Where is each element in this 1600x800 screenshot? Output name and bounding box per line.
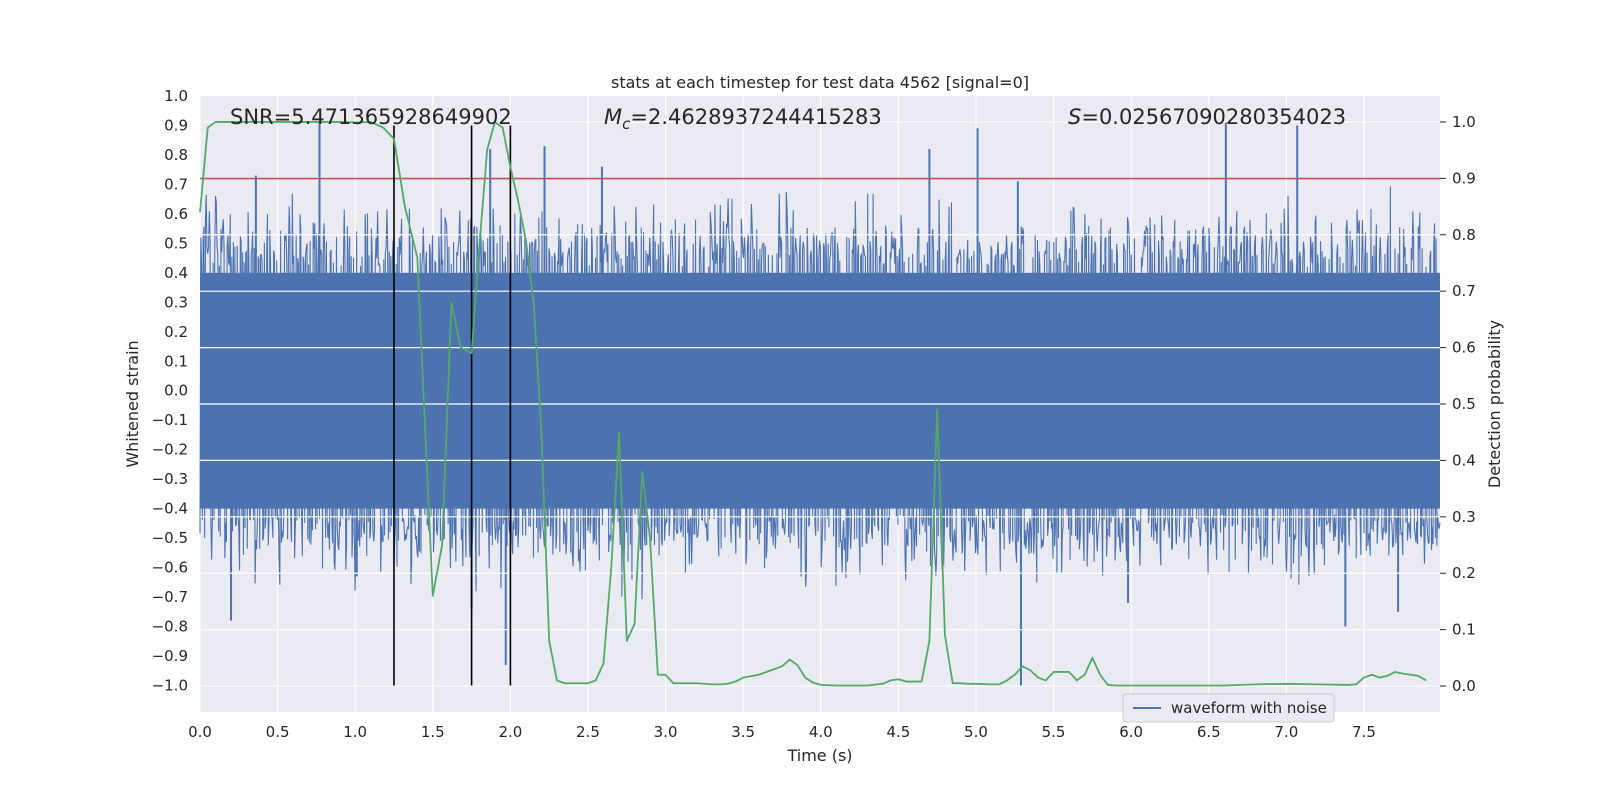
- legend-box: [1122, 693, 1335, 723]
- y2-axis-label: Detection probability: [1485, 320, 1504, 488]
- y-tick-label: 0.9: [164, 116, 188, 134]
- y-tick-label: 0.3: [164, 293, 188, 311]
- y-tick-label: −1.0: [152, 676, 188, 694]
- x-axis-label: Time (s): [786, 746, 852, 765]
- s-value: =0.02567090280354023: [1081, 105, 1346, 129]
- detection-probability-line: [199, 121, 1427, 687]
- x-axis: 0.0 0.5 1.0 1.5 2.0 2.5 3.0 3.5 4.0 4.5 5.0 5.5 6.0 6…: [188, 723, 1376, 741]
- x-tick-label: 1.0: [343, 723, 367, 741]
- s-symbol: S: [1068, 105, 1081, 129]
- y-tick-label: 0.7: [164, 175, 188, 193]
- x-tick-label: 2.0: [498, 723, 522, 741]
- x-tick-label: 3.0: [654, 723, 678, 741]
- y-tick-label: −0.2: [152, 441, 188, 459]
- legend-label: waveform with noise: [1171, 699, 1327, 717]
- x-tick-label: 6.5: [1197, 723, 1221, 741]
- x-tick-label: 0.0: [188, 723, 212, 741]
- y-tick-label: 1.0: [164, 87, 188, 105]
- y2-tick-label: 0.6: [1452, 339, 1476, 357]
- y2-tick-label: 0.5: [1452, 395, 1476, 413]
- y-tick-label: −0.1: [152, 411, 188, 429]
- y2-tick-label: 0.0: [1452, 677, 1476, 695]
- chirp-mass-annotation: Mc=2.4628937244415283: [604, 105, 882, 133]
- chart-title: stats at each timestep for test data 456…: [611, 73, 1029, 92]
- y-axis-right: 1.0 0.9 0.8 0.7 0.6 0.5 0.4 0.3 0.2 0.1 0.0: [1440, 113, 1476, 695]
- y-tick-label: −0.6: [152, 559, 188, 577]
- y2-tick-label: 0.1: [1452, 621, 1476, 639]
- y-tick-label: −0.8: [152, 618, 188, 636]
- y-tick-label: −0.4: [152, 500, 188, 518]
- y2-tick-label: 0.8: [1452, 226, 1476, 244]
- waveform-band: [200, 272, 1440, 509]
- chirp-mass-value: =2.4628937244415283: [630, 105, 881, 129]
- y-tick-label: 0.8: [164, 146, 188, 164]
- x-tick-label: 7.0: [1274, 723, 1298, 741]
- chirp-mass-symbol: M: [604, 105, 622, 129]
- x-tick-label: 5.0: [964, 723, 988, 741]
- snr-annotation: SNR=5.471365928649902: [230, 105, 512, 129]
- y-tick-label: −0.7: [152, 588, 188, 606]
- x-tick-label: 1.5: [421, 723, 445, 741]
- chirp-mass-subscript: c: [622, 115, 631, 133]
- y-tick-label: 0.5: [164, 234, 188, 252]
- x-tick-label: 4.5: [886, 723, 910, 741]
- x-tick-label: 6.0: [1119, 723, 1143, 741]
- y-tick-label: 0.4: [164, 264, 188, 282]
- x-tick-label: 7.5: [1352, 723, 1376, 741]
- y2-tick-label: 0.7: [1452, 282, 1476, 300]
- y-tick-label: 0.6: [164, 205, 188, 223]
- x-tick-label: 5.5: [1042, 723, 1066, 741]
- y2-tick-label: 1.0: [1452, 113, 1476, 131]
- x-tick-label: 2.5: [576, 723, 600, 741]
- y-axis-left: 1.0 0.9 0.8 0.7 0.6 0.5 0.4 0.3 0.2 0.1 0.0 −0.1 −0.…: [152, 87, 188, 694]
- y2-tick-label: 0.4: [1452, 451, 1476, 469]
- s-annotation: S=0.02567090280354023: [1068, 105, 1346, 129]
- y2-tick-label: 0.3: [1452, 508, 1476, 526]
- y2-tick-label: 0.2: [1452, 564, 1476, 582]
- y-tick-label: 0.1: [164, 352, 188, 370]
- y-tick-label: −0.9: [152, 647, 188, 665]
- y-tick-label: 0.0: [164, 382, 188, 400]
- legend: waveform with noise: [1122, 693, 1335, 723]
- y-tick-label: −0.3: [152, 470, 188, 488]
- x-tick-label: 0.5: [266, 723, 290, 741]
- plot-content: [199, 121, 1441, 687]
- x-tick-label: 3.5: [731, 723, 755, 741]
- y-tick-label: 0.2: [164, 323, 188, 341]
- y-axis-label: Whitened strain: [123, 340, 142, 467]
- y2-tick-label: 0.9: [1452, 169, 1476, 187]
- x-tick-label: 4.0: [809, 723, 833, 741]
- y-tick-label: −0.5: [152, 529, 188, 547]
